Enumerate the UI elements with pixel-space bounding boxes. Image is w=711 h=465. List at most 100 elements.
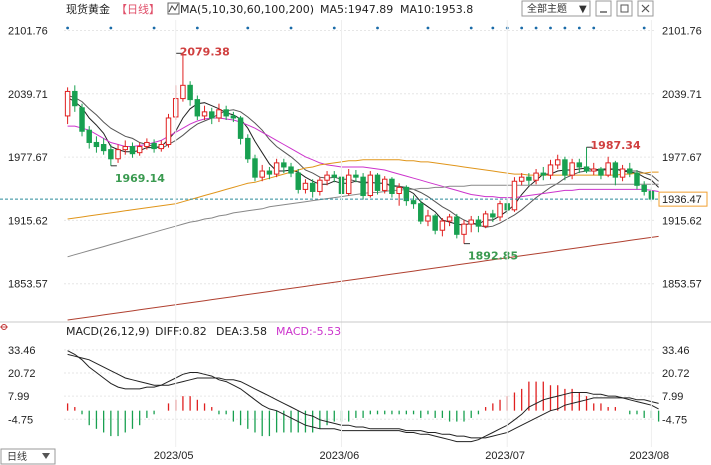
- period-select-button[interactable]: 日线: [0, 448, 56, 465]
- ma-toggle-icon[interactable]: [167, 2, 180, 15]
- candle-body: [432, 215, 438, 231]
- macd-params-label: MACD(26,12,9): [66, 325, 150, 338]
- candle-body: [418, 203, 424, 222]
- signal-dot: [426, 26, 430, 30]
- price-tick-label-right: 2101.76: [662, 25, 702, 37]
- macd-lines: [67, 350, 659, 443]
- candle-body: [518, 176, 525, 182]
- caret-down-icon: [42, 453, 50, 459]
- macd-tick-label-right: 20.72: [662, 368, 690, 380]
- signal-dot: [289, 26, 293, 30]
- candle-body: [605, 162, 611, 176]
- price-tick-label-right: 1853.57: [662, 279, 702, 291]
- candle-body: [266, 170, 273, 175]
- price-axis: 2101.76 2101.76 2039.71 2039.71 1977.67 1977.…: [0, 25, 708, 291]
- candle-body: [353, 174, 359, 178]
- candle-body: [115, 149, 121, 160]
- last-price-tag: [658, 191, 708, 207]
- signal-dot: [563, 26, 567, 30]
- candle-body: [576, 162, 583, 168]
- period-select-label: 日线: [7, 450, 27, 463]
- crosshair-icon[interactable]: [0, 324, 8, 330]
- candle-body: [446, 216, 453, 222]
- candle-body: [569, 162, 575, 176]
- macd-line-dea: [67, 353, 659, 439]
- candle-body: [317, 179, 323, 192]
- ma5-value: MA5:1947.89: [320, 3, 393, 16]
- candle-body: [194, 99, 201, 117]
- candle-body: [497, 203, 503, 218]
- candle-body: [583, 166, 590, 172]
- period-label[interactable]: 【日线】: [116, 2, 160, 16]
- price-tick-label-left: 1977.67: [8, 152, 48, 164]
- candle-body: [374, 174, 381, 191]
- candle-body: [252, 158, 258, 178]
- chevron-down-icon: ▼: [579, 4, 587, 15]
- candle-body: [122, 146, 128, 151]
- candle-body: [381, 178, 388, 191]
- candle-body: [64, 90, 71, 117]
- candle-body: [619, 168, 626, 178]
- candle-body: [547, 164, 554, 176]
- candle-body: [129, 146, 136, 155]
- diff-value: DIFF:0.82: [155, 325, 207, 338]
- ma10-value: MA10:1953.8: [400, 3, 473, 16]
- candle-body: [93, 141, 100, 148]
- annotation-label: 1969.14: [115, 172, 165, 185]
- candle-body: [403, 186, 410, 202]
- candle-body: [151, 142, 157, 150]
- candle-body: [201, 111, 208, 117]
- candle-body: [490, 213, 496, 218]
- candle-body: [475, 219, 482, 227]
- date-axis: 2023/05 2023/06 2023/07 2023/08: [154, 20, 669, 462]
- candle-body: [180, 84, 186, 100]
- price-tick-label-left: 2039.71: [8, 89, 48, 101]
- date-tick-label: 2023/07: [485, 450, 525, 462]
- candle-body: [627, 168, 633, 174]
- signal-dot: [469, 26, 473, 30]
- macd-line-diff: [67, 350, 659, 443]
- signal-dot: [642, 26, 646, 30]
- annotation-label: 1892.85: [468, 250, 518, 263]
- ma-line-ma60: [67, 159, 659, 220]
- candle-body: [641, 184, 647, 192]
- candle-body: [288, 166, 294, 174]
- dea-value: DEA:3.58: [216, 325, 267, 338]
- candle-body: [158, 144, 165, 150]
- candle-body: [562, 159, 568, 176]
- close-button[interactable]: [637, 0, 654, 17]
- macd-tick-label-right: -4.75: [662, 414, 687, 426]
- candle-body: [86, 129, 92, 143]
- theme-dropdown[interactable]: 全部主题 ▼: [521, 0, 591, 17]
- macd-tick-label-right: 33.46: [662, 345, 690, 357]
- candle-body: [230, 115, 237, 119]
- price-tick-label-left: 1915.62: [8, 215, 48, 227]
- signal-dot: [246, 26, 250, 30]
- minimize-button[interactable]: [595, 0, 612, 17]
- candle-body: [554, 159, 561, 166]
- candle-body: [108, 149, 114, 160]
- candle-body: [144, 141, 150, 148]
- signal-dot: [332, 26, 336, 30]
- signal-dot: [491, 26, 495, 30]
- restore-button[interactable]: [616, 0, 633, 17]
- signal-dot: [592, 26, 596, 30]
- candle-body: [612, 162, 619, 178]
- candle-body: [454, 216, 460, 235]
- signal-dot: [549, 26, 552, 30]
- signal-markers: [66, 26, 646, 30]
- ma-line-ma10: [67, 95, 659, 228]
- macd-tick-label-left: -4.75: [8, 414, 33, 426]
- price-grid: [64, 29, 655, 285]
- last-price-label: 1936.47: [662, 194, 702, 206]
- candle-body: [410, 200, 417, 205]
- date-tick-label: 2023/05: [154, 450, 194, 462]
- theme-dropdown-label: 全部主题: [527, 2, 567, 15]
- candle-body: [598, 168, 604, 176]
- price-tick-label-right: 1915.62: [662, 215, 702, 227]
- candle-body: [245, 137, 251, 160]
- price-annotations: 2079.38 1969.14 1892.85 1987.34: [110, 45, 641, 263]
- candle-body: [100, 144, 107, 152]
- price-tick-label-left: 2101.76: [8, 25, 48, 37]
